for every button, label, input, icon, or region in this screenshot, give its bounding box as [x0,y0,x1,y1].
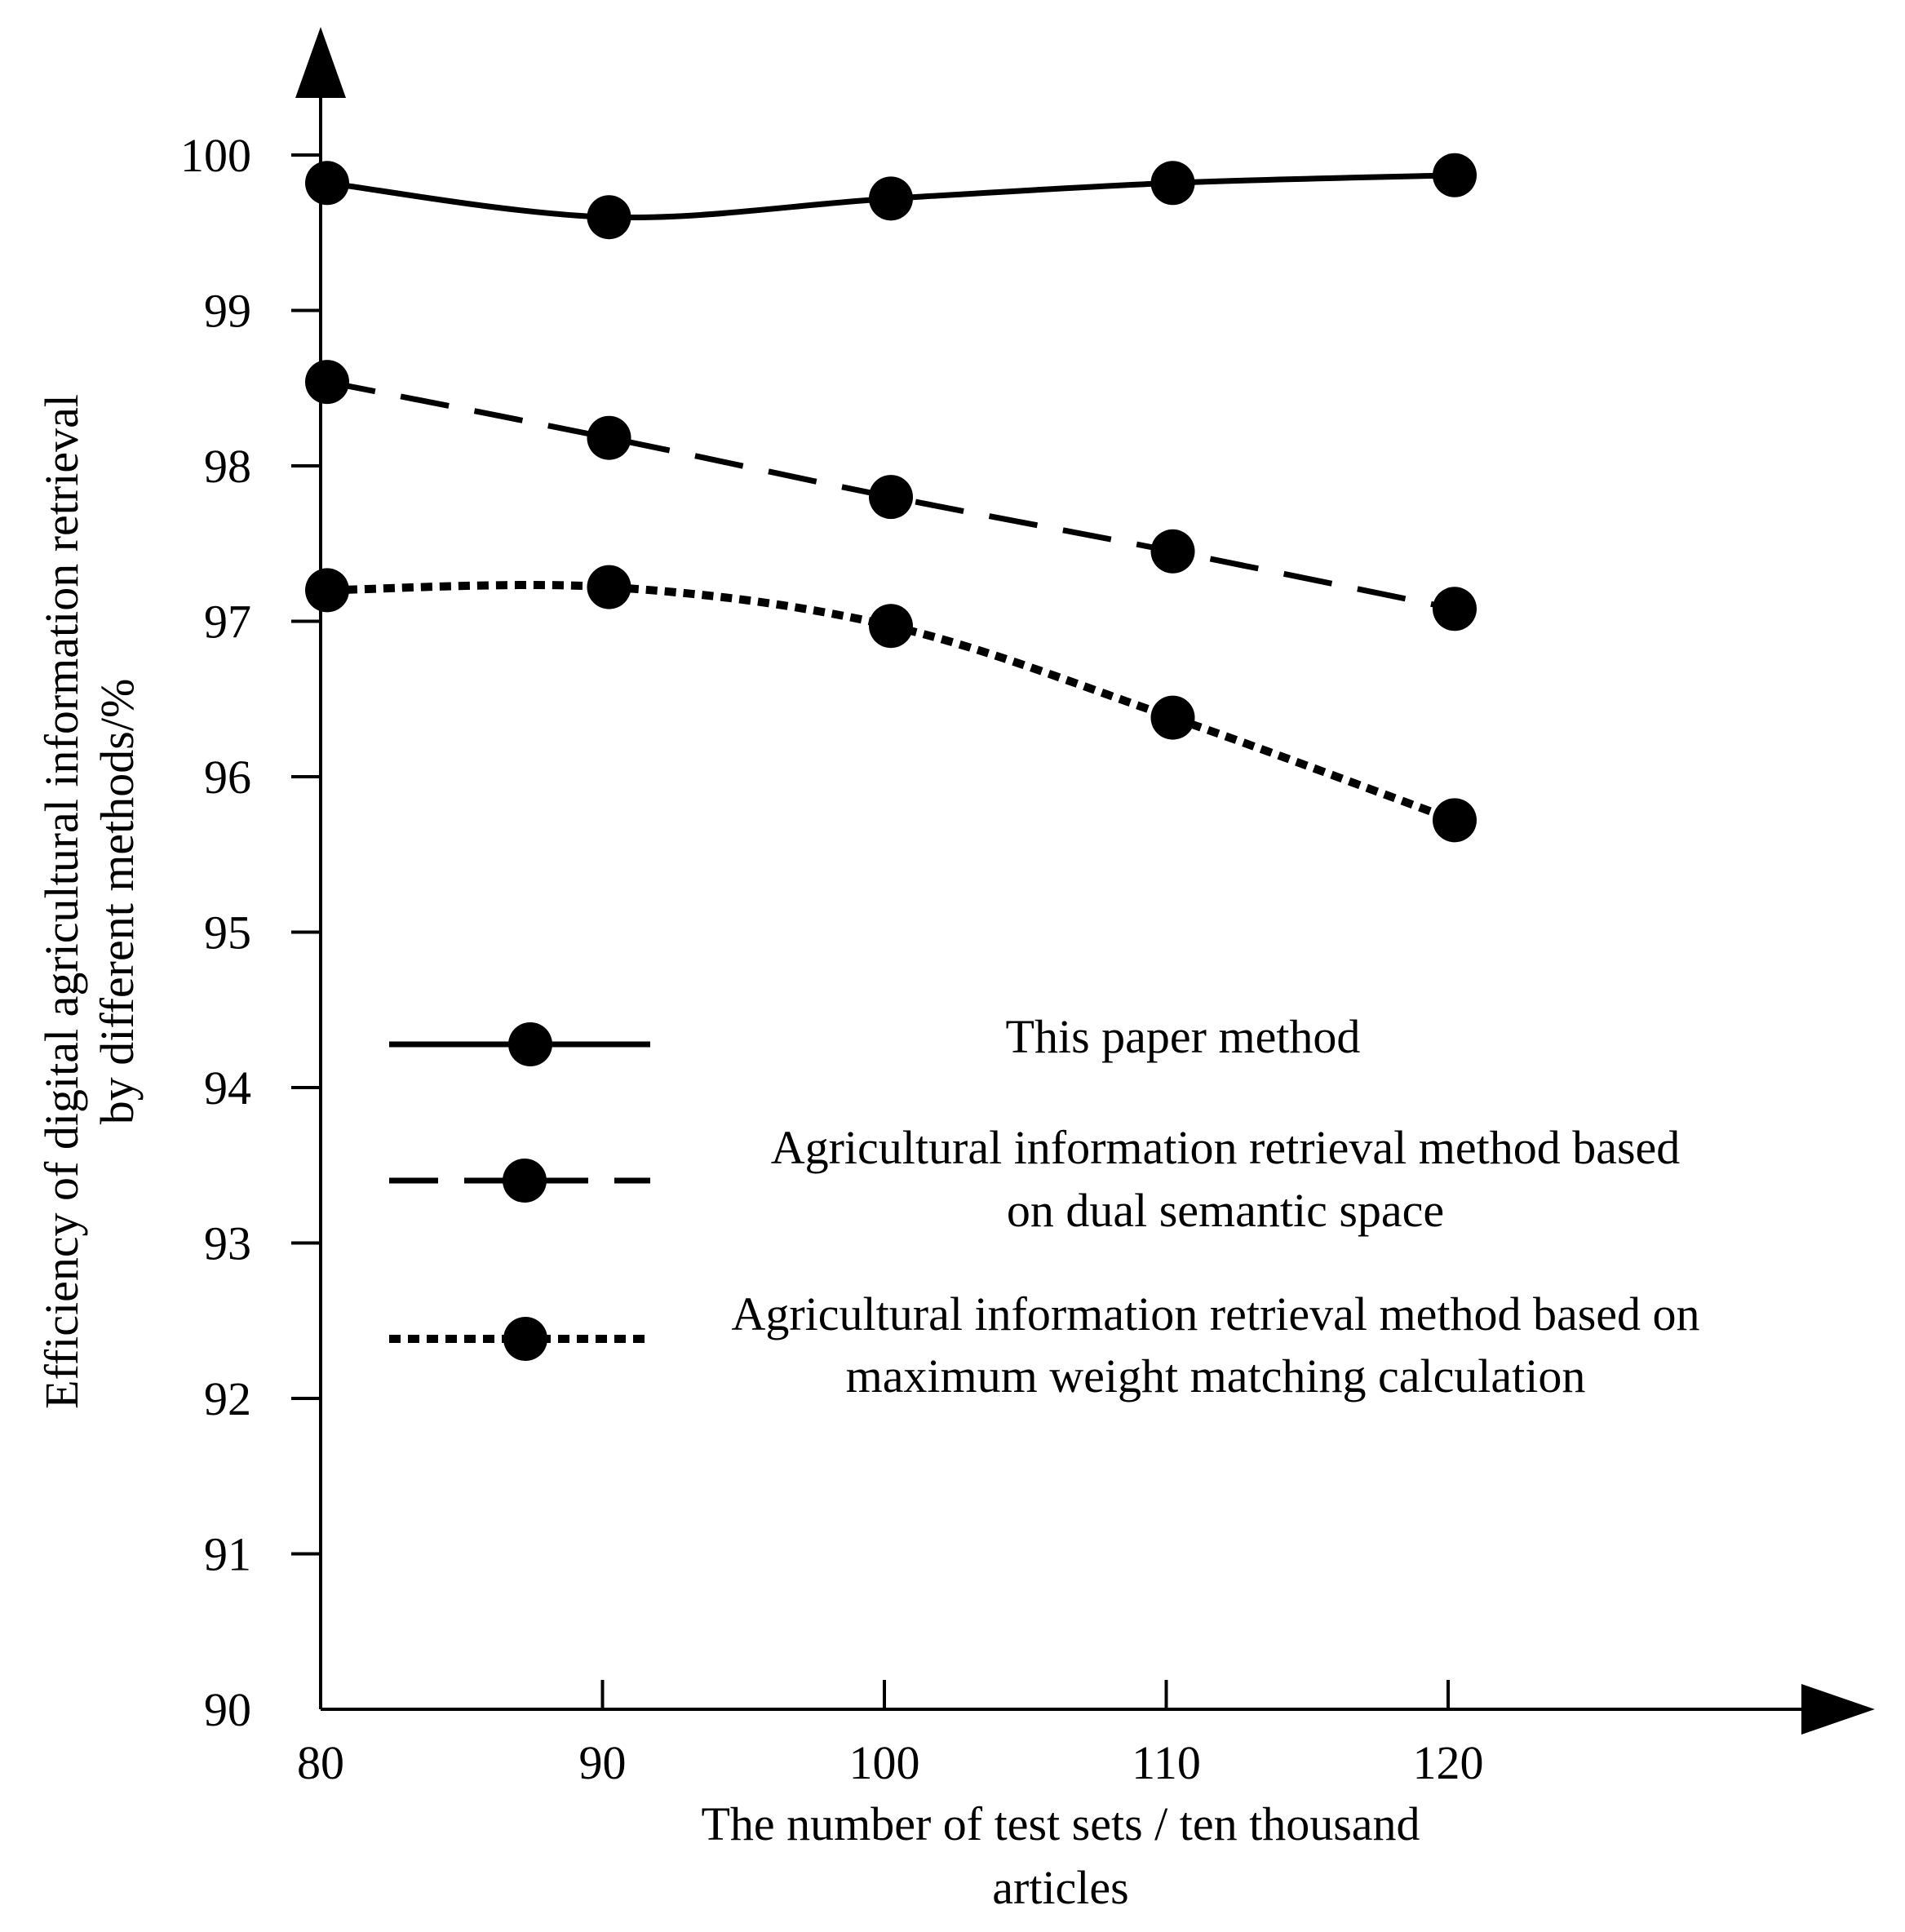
legend-item-dual-semantic: Agricultural information retrieval metho… [389,1121,1680,1237]
series-1-point-120 [1433,153,1477,197]
y-tick-label: 99 [204,285,251,338]
x-ticks: 80 90 100 110 120 [297,1680,1484,1789]
legend-label-this-paper: This paper method [1006,1010,1361,1063]
y-tick-label: 100 [180,129,251,182]
y-axis-title-line-2: by different methods/% [91,679,144,1125]
legend-item-max-weight: Agricultural information retrieval metho… [389,1287,1700,1402]
series-3-point-80 [305,568,349,613]
series-2-point-120 [1433,587,1477,631]
x-axis-arrow [1801,1684,1875,1735]
legend-marker [508,1022,552,1066]
y-axis: 90 91 92 93 94 95 96 97 98 99 100 [180,27,346,1736]
x-axis-title: The number of test sets / ten thousand a… [701,1797,1420,1914]
x-axis: 80 90 100 110 120 [297,1680,1875,1789]
legend-label-max-weight-line-1: Agricultural information retrieval metho… [731,1287,1699,1340]
series-2-point-80 [305,360,349,405]
y-tick-label: 95 [204,906,251,959]
y-ticks: 90 91 92 93 94 95 96 97 98 99 100 [180,129,321,1736]
series-2-point-110 [1150,529,1195,574]
x-axis-title-line-2: articles [992,1861,1128,1914]
legend: This paper method Agricultural informati… [389,1010,1700,1402]
y-tick-label: 97 [204,596,251,649]
x-tick-label: 110 [1132,1736,1201,1789]
y-tick-label: 91 [204,1528,251,1581]
series-1-point-100 [869,176,913,221]
series-2-point-100 [869,475,913,520]
series-3-point-100 [869,604,913,649]
legend-marker [503,1317,547,1361]
y-tick-label: 93 [204,1217,251,1270]
y-axis-title-line-1: Efficiency of digital agricultural infor… [35,394,88,1409]
legend-label-dual-semantic-line-2: on dual semantic space [1007,1184,1444,1237]
y-tick-label: 94 [204,1061,251,1114]
series-3-point-90 [587,565,631,609]
x-tick-label: 100 [849,1736,920,1789]
series-3-point-120 [1433,798,1477,843]
series-2-point-90 [587,415,631,460]
legend-marker [503,1159,547,1203]
x-axis-title-line-1: The number of test sets / ten thousand [701,1797,1420,1850]
legend-label-max-weight-line-2: maximum weight matching calculation [846,1349,1586,1402]
series-layer [305,153,1477,843]
x-tick-label: 120 [1413,1736,1484,1789]
series-3-point-110 [1150,695,1195,740]
x-tick-label: 90 [579,1736,627,1789]
series-1-point-90 [587,195,631,240]
legend-label-dual-semantic-line-1: Agricultural information retrieval metho… [771,1121,1681,1174]
y-tick-label: 98 [204,440,251,493]
y-axis-title: Efficiency of digital agricultural infor… [35,394,144,1409]
y-tick-label: 92 [204,1372,251,1425]
legend-item-this-paper: This paper method [389,1010,1360,1066]
x-tick-label: 80 [297,1736,344,1789]
series-1-point-110 [1150,161,1195,206]
y-tick-label: 96 [204,751,251,804]
y-tick-label: 90 [204,1683,251,1736]
series-1-point-80 [305,161,349,206]
y-axis-arrow [295,27,346,98]
series-2-line [326,379,1455,612]
